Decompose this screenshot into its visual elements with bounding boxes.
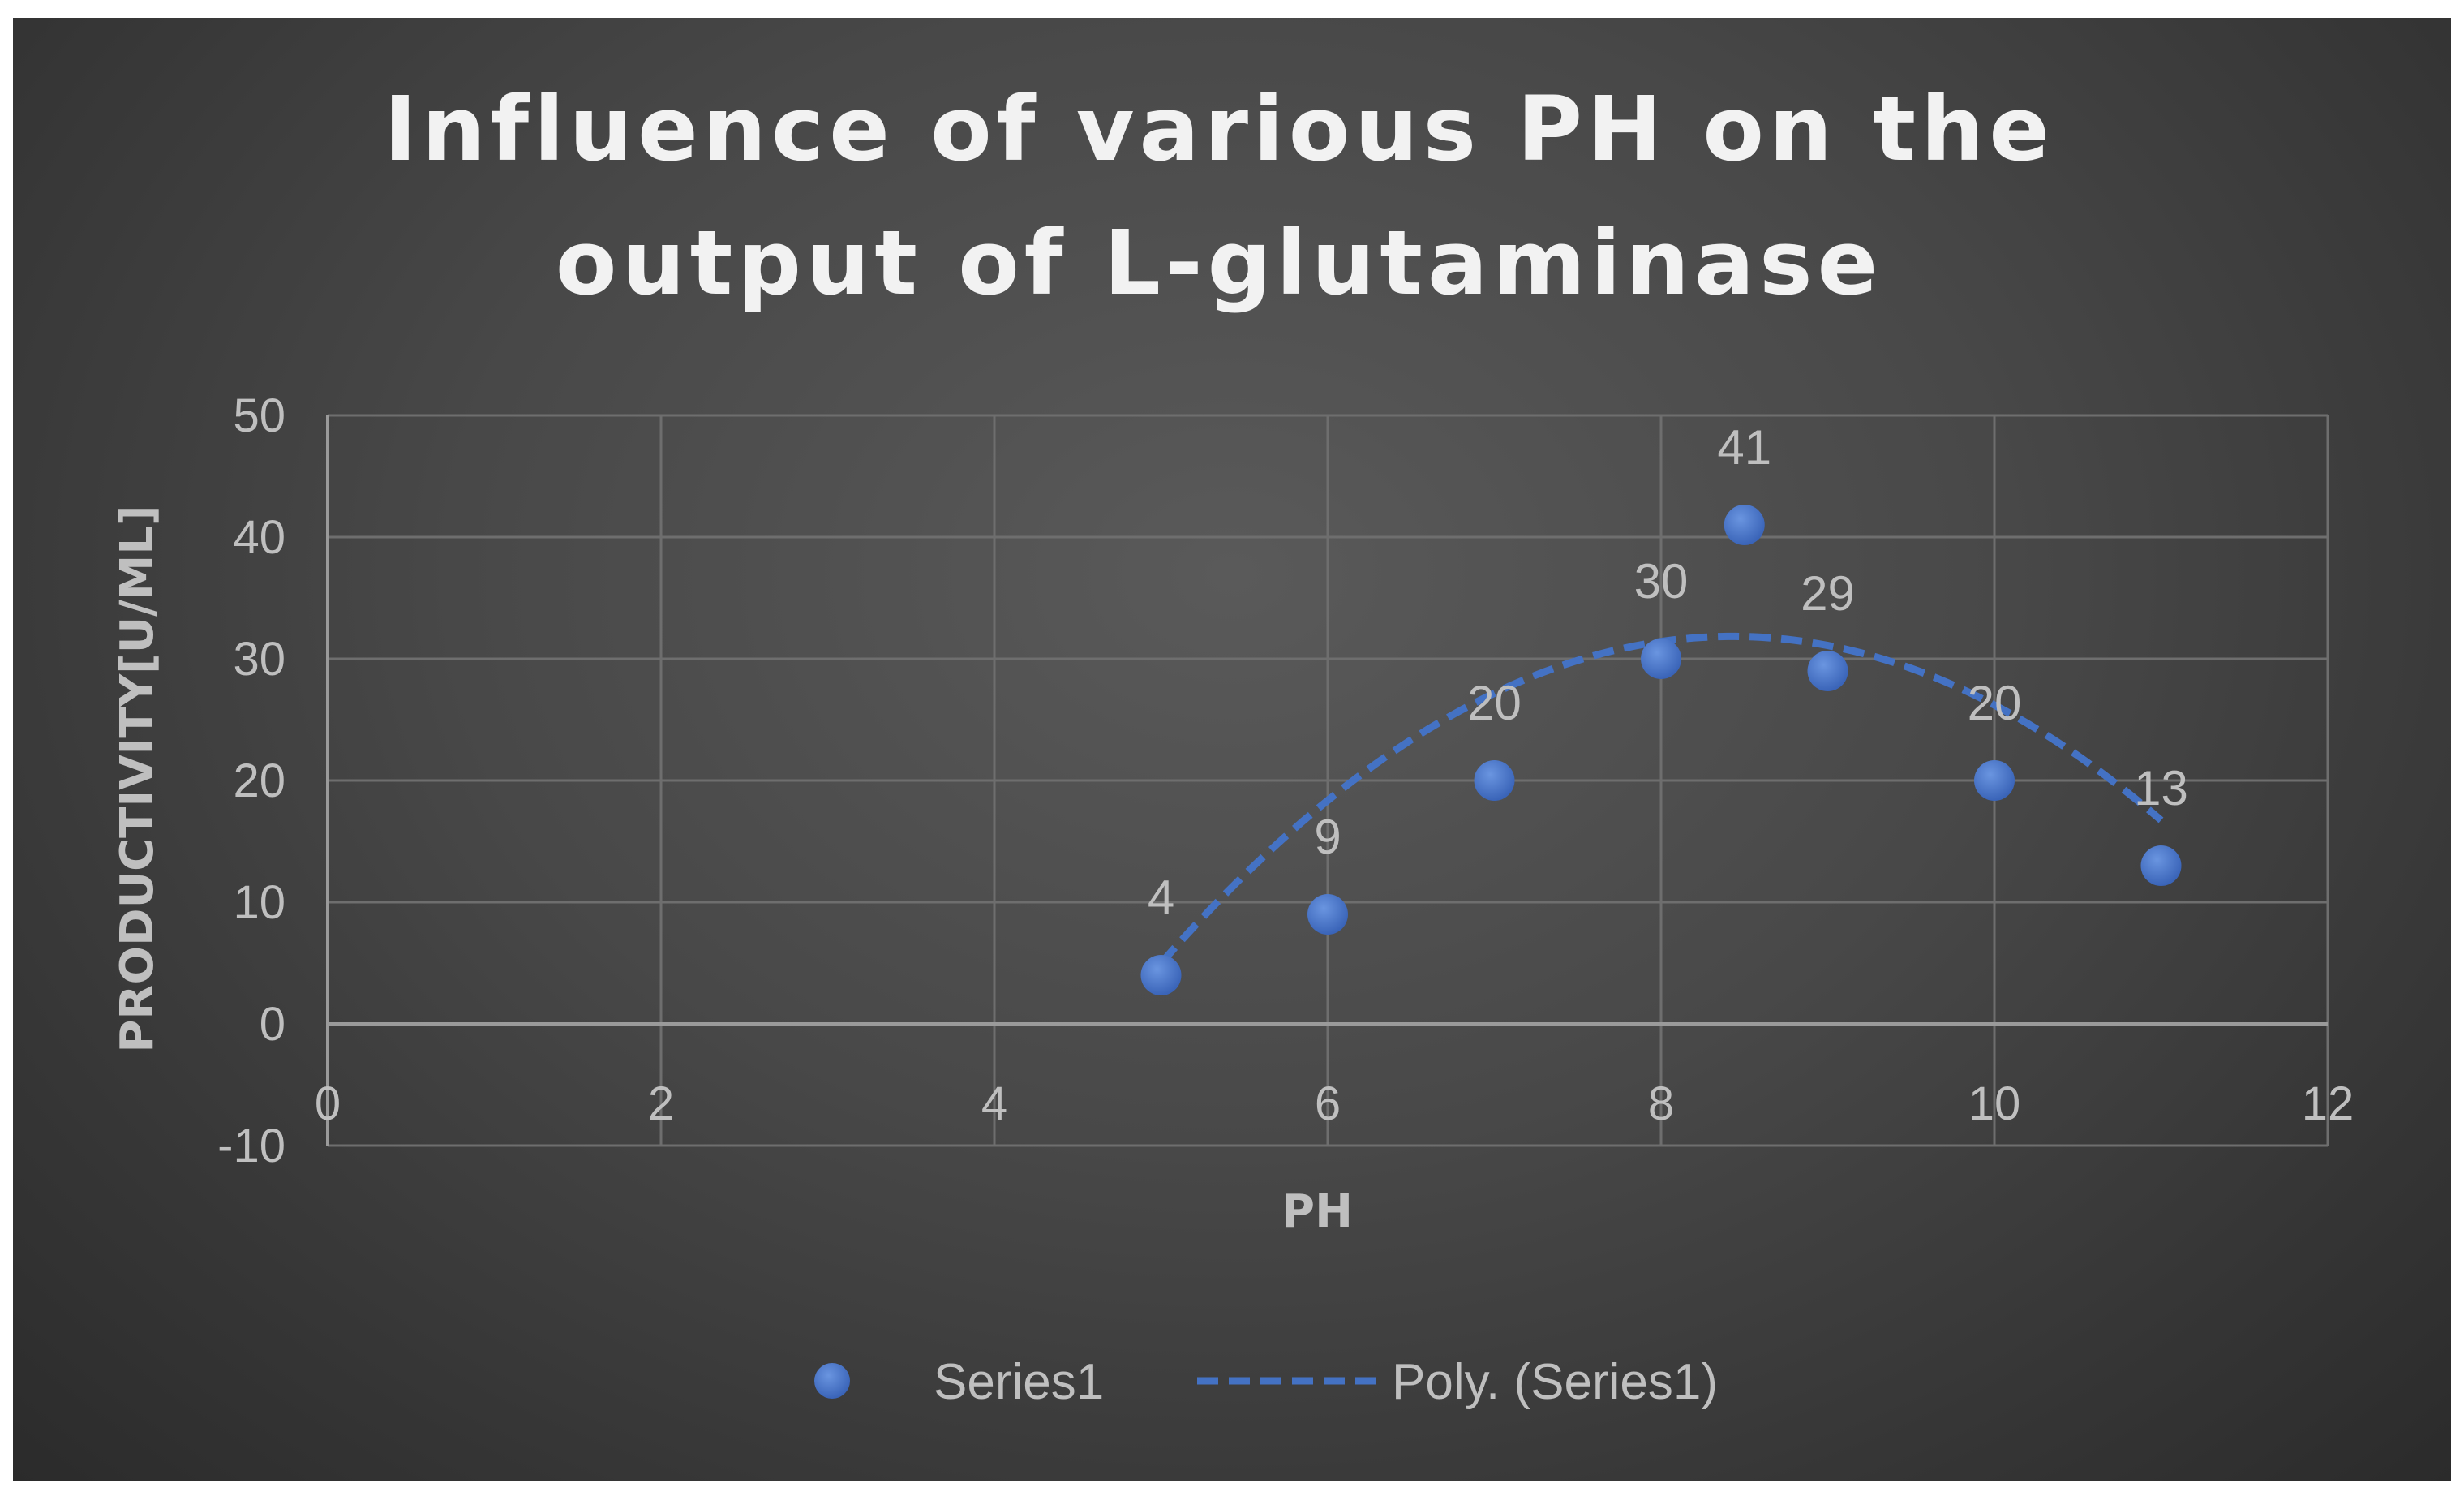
- data-label: 20: [1467, 676, 1522, 730]
- x-tick-label: 12: [2302, 1077, 2355, 1130]
- x-axis-ticks: 0 2 4 6 8 10 12: [315, 1077, 2354, 1130]
- x-tick-label: 4: [981, 1077, 1007, 1130]
- y-tick-label: 10: [233, 876, 285, 929]
- data-point: [1724, 505, 1765, 545]
- y-axis-title: PRODUCTIVITY[U/ML]: [111, 505, 164, 1052]
- data-labels: 4 9 20 30 41 29 20 13: [1148, 420, 2188, 925]
- x-axis-title: PH: [1281, 1185, 1353, 1238]
- data-point: [1140, 955, 1182, 995]
- data-label: 30: [1634, 554, 1689, 608]
- axes: [326, 415, 2328, 1146]
- legend-label-series1: Series1: [934, 1354, 1104, 1410]
- data-point: [1974, 760, 2015, 801]
- y-tick-label: 0: [260, 998, 285, 1051]
- y-tick-label: 40: [233, 511, 285, 564]
- y-axis-ticks: -10 0 10 20 30 40 50: [217, 389, 285, 1172]
- data-point: [1641, 639, 1681, 679]
- data-point: [1807, 651, 1848, 691]
- y-tick-label: 50: [233, 389, 285, 442]
- data-label: 9: [1314, 810, 1341, 864]
- x-tick-label: 10: [1968, 1077, 2021, 1130]
- legend: Series1 Poly. (Series1): [814, 1354, 1718, 1410]
- x-tick-label: 6: [1315, 1077, 1341, 1130]
- data-point: [1307, 894, 1348, 935]
- x-tick-label: 8: [1648, 1077, 1674, 1130]
- data-point: [1474, 760, 1515, 801]
- data-label: 29: [1801, 566, 1855, 621]
- gridlines: [328, 414, 2329, 1147]
- legend-marker-series1: [814, 1363, 850, 1399]
- y-tick-label: 20: [233, 755, 285, 807]
- data-label: 4: [1148, 871, 1174, 925]
- chart-title-line-1: Influence of various PH on the: [384, 77, 2054, 181]
- legend-label-trendline: Poly. (Series1): [1392, 1354, 1718, 1410]
- y-tick-label: 30: [233, 633, 285, 686]
- chart-svg: Influence of various PH on the output of…: [111, 77, 2354, 1410]
- x-tick-label: 0: [315, 1077, 341, 1130]
- y-tick-label: -10: [217, 1120, 285, 1172]
- data-points: [1140, 505, 2182, 995]
- data-label: 41: [1717, 420, 1771, 475]
- data-label: 20: [1968, 676, 2022, 730]
- x-tick-label: 2: [648, 1077, 674, 1130]
- data-label: 13: [2134, 761, 2188, 815]
- data-point: [2140, 845, 2182, 886]
- chart-area: Influence of various PH on the output of…: [13, 18, 2451, 1481]
- chart-title-line-2: output of L-glutaminase: [556, 211, 1882, 315]
